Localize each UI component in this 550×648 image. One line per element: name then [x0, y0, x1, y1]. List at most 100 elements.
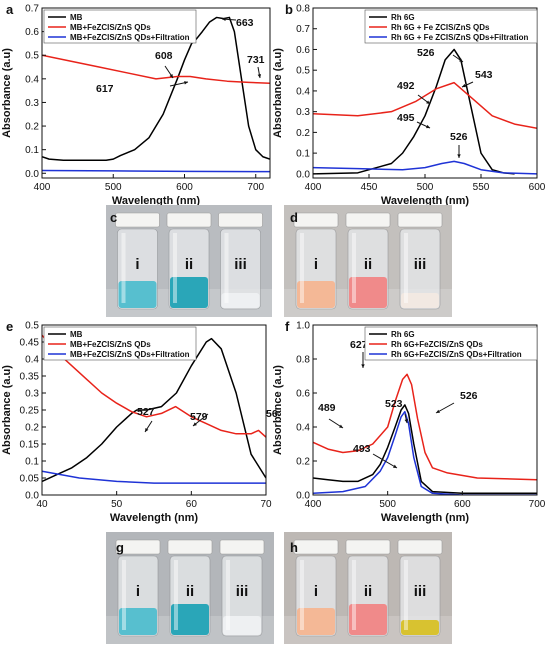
- series-line-b-2: [313, 81, 537, 129]
- y-tick-label: 0.2: [25, 423, 39, 434]
- x-tick-label: 600: [454, 499, 471, 510]
- peak-annotation: 663: [236, 17, 254, 29]
- vial-liquid: [223, 616, 261, 635]
- peak-annotation: 526: [460, 390, 478, 402]
- panel-letter-h: h: [290, 540, 298, 555]
- legend-entry: MB+FeZCIS/ZnS QDs: [70, 23, 151, 32]
- vial-highlight: [121, 233, 126, 303]
- vial-liquid: [401, 620, 439, 635]
- x-axis-label: Wavelength (nm): [110, 512, 199, 524]
- panel-letter-f: f: [285, 319, 290, 334]
- peak-annotation: 608: [155, 50, 173, 62]
- legend-entry: MB+FeZCIS/ZnS QDs: [70, 340, 151, 349]
- x-axis-label: Wavelength (nm): [112, 195, 201, 207]
- x-axis-label: Wavelength (nm): [381, 512, 470, 524]
- y-tick-label: 0.5: [25, 321, 39, 332]
- legend-entry: MB+FeZCIS/ZnS QDs+Filtration: [70, 33, 190, 42]
- y-tick-label: 0.2: [25, 122, 39, 133]
- annotation-arrow: [372, 453, 398, 469]
- legend-entry: Rh 6G+FeZCIS/ZnS QDs: [391, 340, 483, 349]
- y-tick-label: 0.8: [296, 4, 310, 15]
- peak-annotation: 489: [318, 402, 336, 414]
- peak-annotation: 523: [385, 398, 403, 410]
- peak-annotation: 495: [397, 112, 415, 124]
- y-tick-label: 1.0: [296, 321, 310, 332]
- vial-cap: [293, 539, 339, 555]
- y-tick-label: 0.7: [25, 4, 39, 15]
- y-axis-label: Absorbance (a.u): [1, 48, 13, 138]
- y-tick-label: 0.6: [296, 45, 310, 56]
- series-line-f-3: [313, 410, 537, 495]
- x-tick-label: 500: [417, 182, 434, 193]
- annotation-arrowhead: [222, 17, 226, 21]
- x-tick-label: 50: [111, 499, 123, 510]
- vial-highlight: [300, 560, 304, 630]
- series-line-a-2: [42, 54, 270, 84]
- annotation-arrowhead: [393, 464, 397, 468]
- series-line-a-1: [42, 16, 270, 162]
- x-tick-label: 600: [529, 182, 546, 193]
- vial-liquid: [297, 608, 335, 635]
- y-tick-label: 0.3: [296, 107, 310, 118]
- vial-cap: [219, 539, 265, 555]
- vial-liquid: [221, 293, 260, 308]
- vial-liquid: [349, 277, 387, 308]
- vial-cap: [345, 212, 391, 228]
- vial-highlight: [404, 233, 408, 303]
- peak-annotation: 627: [350, 339, 368, 351]
- y-tick-label: 0.8: [296, 355, 310, 366]
- series-line-e-2: [42, 334, 266, 438]
- annotation-arrowhead: [339, 424, 343, 428]
- peak-annotation: 526: [417, 47, 435, 59]
- legend-entry: Rh 6G: [391, 330, 415, 339]
- peak-annotation: 617: [96, 83, 114, 95]
- vial-cap: [167, 539, 213, 555]
- annotation-arrowhead: [426, 100, 430, 104]
- legend-entry: Rh 6G + Fe ZCIS/ZnS QDs: [391, 23, 490, 32]
- y-axis-label: Absorbance (a.u): [272, 365, 284, 455]
- y-tick-label: 0.1: [25, 457, 39, 468]
- vial-cap: [218, 212, 263, 228]
- chart-panel-e: e 40 50 60 70 0.0 0.05 0.1 0.15 0.2 0.25 0.3 0.35 0.4…: [1, 319, 368, 524]
- y-tick-label: 0.3: [25, 98, 39, 109]
- vial-cap: [115, 212, 160, 228]
- panel-letter-d: d: [290, 210, 298, 225]
- series-line-b-3: [313, 160, 537, 175]
- vial-liquid: [119, 608, 157, 635]
- vial-cap: [115, 539, 161, 555]
- y-tick-label: 0.0: [296, 491, 310, 502]
- legend-entry: MB+FeZCIS/ZnS QDs+Filtration: [70, 350, 190, 359]
- y-tick-label: 0.7: [296, 24, 310, 35]
- x-tick-label: 400: [305, 182, 322, 193]
- peak-annotation: 731: [247, 54, 265, 66]
- y-tick-label: 0.6: [25, 27, 39, 38]
- legend-entry: Rh 6G+FeZCIS/ZnS QDs+Filtration: [391, 350, 522, 359]
- x-tick-label: 70: [260, 499, 272, 510]
- y-tick-label: 0.45: [20, 338, 40, 349]
- series-line-f-2: [313, 373, 537, 481]
- vial-liquid: [118, 281, 157, 308]
- vial-highlight: [174, 560, 178, 630]
- legend-box: [364, 326, 538, 361]
- x-tick-label: 500: [105, 182, 122, 193]
- peak-annotation: 526: [450, 131, 468, 143]
- y-tick-label: 0.4: [296, 86, 310, 97]
- plot-frame-a: [41, 7, 271, 179]
- x-tick-label: 700: [247, 182, 264, 193]
- annotation-arrowhead: [145, 428, 149, 432]
- vial-label: iii: [236, 583, 249, 600]
- series-line-f-1: [313, 404, 537, 495]
- legend-entry: Rh 6G + Fe ZCIS/ZnS QDs+Filtration: [391, 33, 528, 42]
- legend-box: [43, 9, 197, 44]
- series-line-e-1: [42, 337, 266, 483]
- x-tick-label: 700: [529, 499, 546, 510]
- y-axis-label: Absorbance (a.u): [1, 365, 13, 455]
- vial-label: ii: [364, 583, 372, 600]
- vial-glass: [220, 228, 261, 310]
- peak-annotation: 56: [266, 408, 278, 420]
- vial-highlight: [404, 560, 408, 630]
- x-tick-label: 600: [176, 182, 193, 193]
